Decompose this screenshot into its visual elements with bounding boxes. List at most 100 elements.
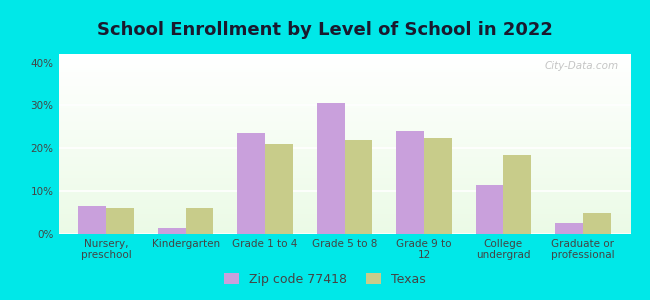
Bar xyxy=(58,176,630,178)
Bar xyxy=(58,95,630,97)
Bar xyxy=(58,128,630,130)
Bar xyxy=(58,122,630,124)
Bar xyxy=(58,193,630,194)
Bar xyxy=(58,146,630,148)
Bar xyxy=(58,185,630,187)
Bar xyxy=(58,135,630,137)
Legend: Zip code 77418, Texas: Zip code 77418, Texas xyxy=(219,268,431,291)
Bar xyxy=(58,169,630,171)
Bar xyxy=(58,137,630,139)
Bar xyxy=(58,72,630,74)
Bar xyxy=(58,74,630,76)
Bar xyxy=(58,211,630,212)
Bar xyxy=(58,221,630,223)
Bar xyxy=(186,208,213,234)
Bar xyxy=(58,167,630,169)
Bar xyxy=(424,138,452,234)
Bar xyxy=(58,184,630,185)
Bar xyxy=(58,223,630,225)
Bar xyxy=(265,144,293,234)
Bar xyxy=(58,115,630,117)
Bar xyxy=(58,77,630,79)
Bar xyxy=(58,232,630,234)
Bar xyxy=(158,228,186,234)
Bar xyxy=(58,81,630,83)
Bar xyxy=(58,149,630,151)
Bar xyxy=(58,103,630,104)
Bar xyxy=(58,189,630,191)
Bar xyxy=(58,97,630,99)
Bar xyxy=(58,65,630,67)
Bar xyxy=(58,144,630,146)
Bar xyxy=(344,140,372,234)
Bar xyxy=(58,85,630,86)
Bar xyxy=(58,76,630,77)
Bar xyxy=(476,185,503,234)
Bar xyxy=(317,103,345,234)
Bar xyxy=(58,182,630,184)
Bar xyxy=(58,153,630,155)
Text: School Enrollment by Level of School in 2022: School Enrollment by Level of School in … xyxy=(97,21,553,39)
Bar xyxy=(58,198,630,200)
Bar xyxy=(58,104,630,106)
Bar xyxy=(58,220,630,221)
Bar xyxy=(58,225,630,227)
Bar xyxy=(58,90,630,92)
Bar xyxy=(58,99,630,101)
Bar xyxy=(58,133,630,135)
Bar xyxy=(555,223,583,234)
Bar xyxy=(58,200,630,202)
Bar xyxy=(503,155,531,234)
Bar xyxy=(58,142,630,144)
Bar xyxy=(58,130,630,131)
Bar xyxy=(58,61,630,63)
Bar xyxy=(58,83,630,85)
Bar xyxy=(58,94,630,95)
Bar xyxy=(58,108,630,110)
Bar xyxy=(237,133,265,234)
Bar xyxy=(58,63,630,65)
Bar xyxy=(58,67,630,68)
Bar xyxy=(58,191,630,193)
Bar xyxy=(58,117,630,119)
Bar xyxy=(58,59,630,61)
Bar xyxy=(58,110,630,112)
Bar xyxy=(58,124,630,126)
Bar xyxy=(79,206,106,234)
Bar xyxy=(58,70,630,72)
Bar xyxy=(58,158,630,160)
Bar xyxy=(58,112,630,113)
Bar xyxy=(58,173,630,175)
Bar xyxy=(58,106,630,108)
Bar xyxy=(58,139,630,140)
Bar xyxy=(58,68,630,70)
Bar xyxy=(58,212,630,214)
Bar xyxy=(58,203,630,205)
Bar xyxy=(58,121,630,122)
Bar xyxy=(396,131,424,234)
Bar xyxy=(58,148,630,149)
Bar xyxy=(58,207,630,209)
Bar xyxy=(58,214,630,216)
Bar xyxy=(58,160,630,162)
Bar xyxy=(58,58,630,59)
Bar xyxy=(58,202,630,203)
Bar xyxy=(58,56,630,58)
Bar xyxy=(58,131,630,133)
Bar xyxy=(58,227,630,229)
Bar xyxy=(58,178,630,180)
Bar xyxy=(58,194,630,196)
Bar xyxy=(58,126,630,128)
Bar xyxy=(58,166,630,167)
Bar xyxy=(58,229,630,230)
Bar xyxy=(583,213,610,234)
Bar xyxy=(58,180,630,182)
Bar xyxy=(58,88,630,90)
Bar xyxy=(58,171,630,173)
Bar xyxy=(58,151,630,153)
Bar xyxy=(58,162,630,164)
Bar xyxy=(58,86,630,88)
Bar xyxy=(58,79,630,81)
Bar xyxy=(106,208,134,234)
Bar xyxy=(58,157,630,158)
